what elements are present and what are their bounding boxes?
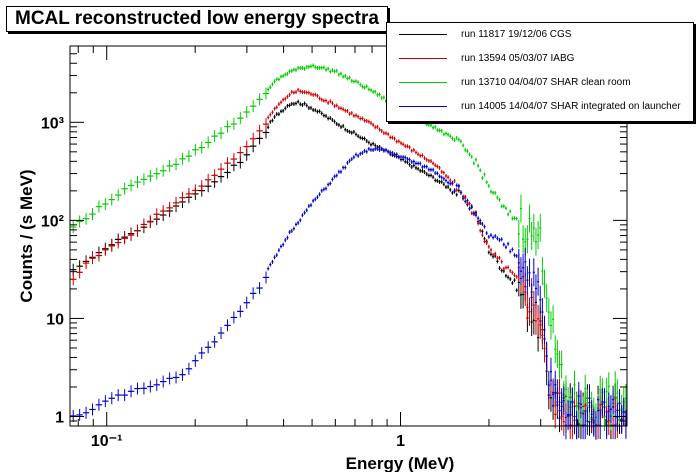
x-axis-label: Energy (MeV) (346, 454, 455, 472)
legend: run 11817 19/12/06 CGS run 13594 05/03/0… (386, 22, 694, 122)
legend-label: run 14005 14/04/07 SHAR integrated on la… (461, 101, 681, 112)
y-tick-label: 1 (55, 409, 64, 426)
legend-swatch (399, 58, 447, 59)
legend-label: run 13594 05/03/07 IABG (461, 53, 575, 64)
legend-swatch (399, 82, 447, 83)
series-0 (70, 99, 627, 440)
y-tick-label: 10² (41, 213, 64, 230)
series-layer (70, 63, 627, 440)
legend-item: run 11817 19/12/06 CGS (387, 23, 693, 47)
legend-item: run 13594 05/03/07 IABG (387, 47, 693, 71)
legend-label: run 13710 04/04/07 SHAR clean room (461, 77, 631, 88)
ticks-layer: 1 10 10² 10³ 10⁻¹ 1 (41, 45, 627, 450)
series-3 (70, 146, 627, 440)
y-axis-label: Counts / (s MeV) (17, 169, 36, 302)
legend-label: run 11817 19/12/06 CGS (461, 29, 572, 40)
legend-item: run 14005 14/04/07 SHAR integrated on la… (387, 95, 693, 119)
y-tick-label: 10 (46, 311, 64, 328)
legend-item: run 13710 04/04/07 SHAR clean room (387, 71, 693, 95)
y-tick-label: 10³ (41, 115, 64, 132)
x-tick-label: 10⁻¹ (91, 433, 123, 450)
legend-swatch (399, 106, 447, 107)
legend-swatch (399, 34, 447, 35)
x-tick-label: 1 (396, 433, 405, 450)
chart-title: MCAL reconstructed low energy spectra (6, 6, 388, 32)
